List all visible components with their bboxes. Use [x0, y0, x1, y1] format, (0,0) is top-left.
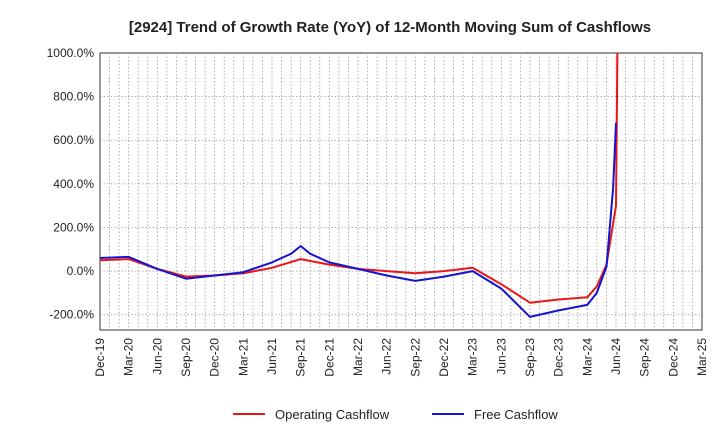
x-tick-label: Mar-20	[122, 338, 136, 376]
y-tick-label: 200.0%	[53, 220, 94, 234]
x-axis-tick-labels: Dec-19 Mar-20 Jun-20 Sep-20 Dec-20 Mar-21 Jun-…	[93, 338, 709, 377]
x-tick-label: Jun-21	[265, 338, 279, 375]
legend-label-free-cashflow: Free Cashflow	[474, 407, 558, 422]
x-tick-label: Dec-24	[666, 338, 680, 377]
x-tick-label: Dec-23	[552, 338, 566, 377]
series-line-operating-cashflow	[100, 53, 619, 304]
series-line-free-cashflow	[100, 122, 617, 318]
x-tick-label: Sep-20	[179, 338, 193, 377]
x-tick-label: Sep-24	[638, 338, 652, 377]
x-tick-label: Mar-24	[580, 338, 594, 376]
legend-label-operating-cashflow: Operating Cashflow	[275, 407, 390, 422]
x-tick-label: Dec-19	[93, 338, 107, 377]
y-gridlines	[100, 96, 702, 316]
x-tick-label: Mar-23	[466, 338, 480, 376]
plot-frame	[99, 52, 703, 331]
series-lines	[100, 53, 619, 318]
x-tick-label: Mar-25	[695, 338, 709, 376]
x-tick-label: Mar-22	[351, 338, 365, 376]
y-tick-label: 1000.0%	[47, 46, 95, 60]
x-tick-label: Jun-23	[494, 338, 508, 375]
y-tick-label: 400.0%	[53, 177, 94, 191]
x-tick-label: Mar-21	[236, 338, 250, 376]
y-tick-label: -200.0%	[49, 308, 94, 322]
x-tick-label: Dec-22	[437, 338, 451, 377]
chart-title: [2924] Trend of Growth Rate (YoY) of 12-…	[129, 19, 651, 36]
x-tick-label: Sep-21	[294, 338, 308, 377]
y-tick-label: 800.0%	[53, 90, 94, 104]
y-tick-label: 600.0%	[53, 133, 94, 147]
x-tick-label: Sep-23	[523, 338, 537, 377]
x-tick-label: Dec-21	[322, 338, 336, 377]
x-tick-label: Sep-22	[408, 338, 422, 377]
y-axis-tick-labels: -200.0% 0.0% 200.0% 400.0% 600.0% 800.0% 1000.…	[47, 46, 95, 322]
x-tick-label: Jun-24	[609, 338, 623, 375]
x-tick-label: Dec-20	[208, 338, 222, 377]
y-tick-label: 0.0%	[67, 264, 95, 278]
x-tick-label: Jun-20	[150, 338, 164, 375]
legend: Operating Cashflow Free Cashflow	[233, 407, 558, 422]
x-tick-label: Jun-22	[380, 338, 394, 375]
x-gridlines	[109, 53, 693, 330]
plot-area	[99, 52, 703, 331]
